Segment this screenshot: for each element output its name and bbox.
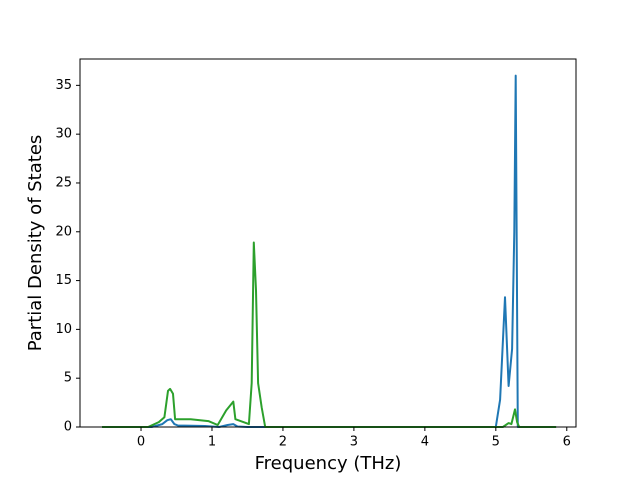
x-tick-label: 3 — [350, 435, 358, 450]
series-line — [102, 74, 557, 428]
y-tick-label: 15 — [55, 273, 72, 288]
y-tick-label: 35 — [55, 78, 72, 93]
series-line — [102, 241, 557, 428]
x-tick-label: 0 — [137, 435, 145, 450]
x-axis-label: Frequency (THz) — [255, 453, 402, 474]
x-tick-label: 1 — [208, 435, 216, 450]
x-tick-label: 4 — [421, 435, 429, 450]
y-tick-label: 10 — [55, 322, 72, 337]
y-tick-label: 30 — [55, 127, 72, 142]
x-tick-label: 2 — [279, 435, 287, 450]
x-tick-label: 5 — [492, 435, 500, 450]
plot-frame — [79, 58, 577, 428]
y-axis-label: Partial Density of States — [25, 135, 46, 352]
x-tick-label: 6 — [563, 435, 571, 450]
y-tick-label: 25 — [55, 175, 72, 190]
y-tick-label: 0 — [64, 420, 72, 435]
y-tick-label: 5 — [64, 371, 72, 386]
y-tick-label: 20 — [55, 224, 72, 239]
